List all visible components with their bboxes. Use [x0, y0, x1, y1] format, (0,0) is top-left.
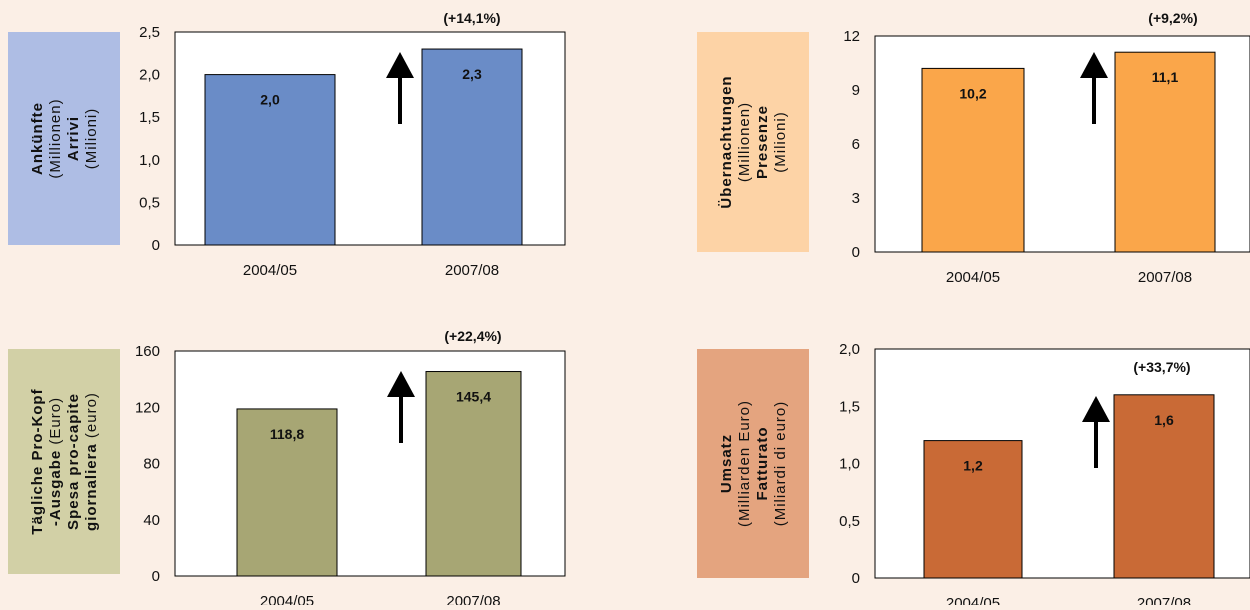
- chart-panel-2: Übernachtungen(Millionen)Presenze(Milion…: [697, 10, 1250, 286]
- label-box: [8, 349, 120, 574]
- y-tick-label: 2,5: [139, 24, 160, 41]
- y-tick-label: 0,5: [839, 513, 860, 530]
- bar-2007/08: [425, 371, 522, 577]
- label-normal-part: (Milliarden Euro): [736, 400, 753, 527]
- label-normal-part: (euro): [83, 392, 100, 443]
- label-normal-part: (Millionen): [736, 102, 753, 182]
- increase-arrow-head: [386, 52, 414, 78]
- y-tick-label: 1,5: [139, 109, 160, 126]
- label-normal-part: (Miliardi di euro): [772, 401, 789, 527]
- bar-2007/08: [1113, 394, 1215, 579]
- x-tick-label: 2007/08: [1137, 595, 1191, 605]
- x-tick-label: 2004/05: [946, 595, 1000, 605]
- label-bold-part: Ankünfte: [29, 102, 46, 175]
- change-label: (+33,7%): [1133, 359, 1190, 375]
- y-tick-label: 80: [143, 456, 160, 473]
- bar-value-label: 2,0: [260, 92, 280, 108]
- axis-label: Tägliche Pro-Kopf-Ausgabe (Euro)Spesa pr…: [29, 388, 100, 534]
- label-normal-part: (Euro): [47, 397, 64, 450]
- chart-panel-3: Tägliche Pro-Kopf-Ausgabe (Euro)Spesa pr…: [8, 328, 566, 610]
- y-tick-label: 0: [852, 244, 860, 261]
- y-tick-label: 0: [152, 237, 160, 254]
- label-bold-part: giornaliera: [83, 443, 100, 531]
- y-tick-label: 3: [852, 190, 860, 207]
- bar-value-label: 10,2: [959, 85, 986, 101]
- label-bold-part: Spesa pro-capite: [65, 393, 82, 530]
- label-bold-part: Presenze: [754, 105, 771, 179]
- change-label: (+14,1%): [443, 10, 500, 26]
- bar-value-label: 1,2: [963, 458, 983, 474]
- x-tick-label: 2004/05: [243, 262, 297, 279]
- bar-2004/05: [923, 440, 1023, 579]
- label-normal-part: (Milioni): [772, 111, 789, 173]
- increase-arrow-head: [1080, 52, 1108, 78]
- label-bold-part: Übernachtungen: [718, 75, 735, 208]
- bar-value-label: 1,6: [1154, 412, 1174, 428]
- change-label: (+22,4%): [444, 328, 501, 344]
- x-tick-label: 2004/05: [260, 593, 314, 605]
- label-box: [697, 349, 809, 578]
- bar-value-label: 11,1: [1152, 69, 1179, 85]
- y-tick-label: 1,0: [139, 152, 160, 169]
- y-tick-label: 0: [152, 568, 160, 585]
- change-label: (+9,2%): [1148, 10, 1197, 26]
- y-tick-label: 160: [135, 343, 160, 360]
- y-tick-label: 12: [843, 28, 860, 45]
- label-bold-part: Arrivi: [65, 116, 82, 161]
- x-tick-label: 2007/08: [446, 593, 500, 605]
- y-tick-label: 0: [852, 570, 860, 587]
- bar-value-label: 118,8: [270, 426, 304, 442]
- bar-value-label: 2,3: [462, 66, 482, 82]
- y-tick-label: 2,0: [839, 341, 860, 358]
- y-tick-label: 9: [852, 82, 860, 99]
- label-bold-part: -Ausgabe: [47, 450, 64, 526]
- y-tick-label: 1,5: [839, 398, 860, 415]
- label-bold-part: Umsatz: [718, 434, 735, 493]
- axis-label: Ankünfte(Millionen)Arrivi(Milioni): [29, 98, 100, 178]
- bar-2007/08: [1114, 51, 1216, 253]
- bar-value-label: 145,4: [456, 389, 491, 405]
- chart-panel-1: Ankünfte(Millionen)Arrivi(Milioni) 0 0,5 1,…: [8, 10, 566, 279]
- x-tick-label: 2007/08: [1138, 269, 1192, 286]
- y-tick-label: 0,5: [139, 194, 160, 211]
- label-normal-part: (Millionen): [47, 98, 64, 178]
- bar-2004/05: [921, 67, 1025, 253]
- y-tick-label: 40: [143, 512, 160, 529]
- y-tick-label: 1,0: [839, 456, 860, 473]
- x-tick-label: 2004/05: [946, 269, 1000, 286]
- chart-panel-4: Umsatz(Milliarden Euro)Fatturato(Miliard…: [697, 341, 1250, 610]
- axis-label: Übernachtungen(Millionen)Presenze(Milion…: [718, 75, 789, 208]
- bar-2004/05: [236, 408, 338, 577]
- label-box: [697, 32, 809, 252]
- bar-2007/08: [421, 48, 523, 246]
- bar-2004/05: [204, 74, 336, 246]
- y-tick-label: 2,0: [139, 67, 160, 84]
- increase-arrow-head: [1082, 396, 1110, 422]
- increase-arrow-head: [387, 371, 415, 397]
- x-tick-label: 2007/08: [445, 262, 499, 279]
- label-bold-part: Tägliche Pro-Kopf: [29, 388, 46, 534]
- axis-label: Umsatz(Milliarden Euro)Fatturato(Miliard…: [718, 400, 789, 527]
- label-normal-part: (Milioni): [83, 108, 100, 170]
- label-bold-part: Fatturato: [754, 427, 771, 501]
- label-box: [8, 32, 120, 245]
- y-tick-label: 6: [852, 136, 860, 153]
- y-tick-label: 120: [135, 399, 160, 416]
